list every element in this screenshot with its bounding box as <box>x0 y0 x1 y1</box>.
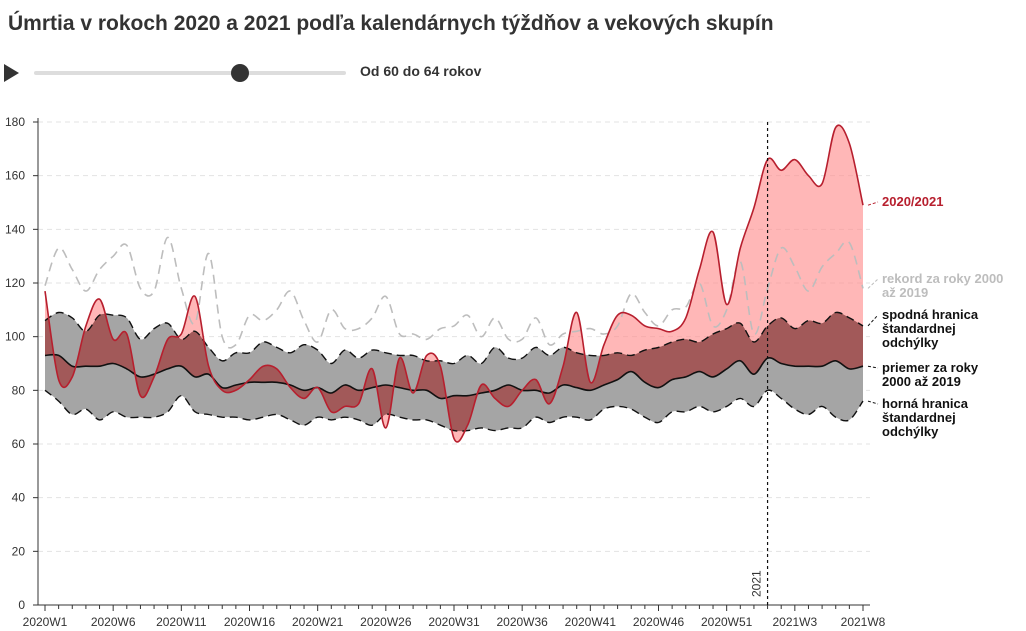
y-tick-label: 0 <box>18 598 25 612</box>
series-labels: 2020/2021 rekord za roky 2000 až 2019 spodn… <box>867 194 1003 439</box>
series-label-line: horná hranica <box>882 396 969 411</box>
series-label-line: štandardnej <box>882 410 956 425</box>
series-label-line: štandardnej <box>882 321 956 336</box>
x-tick-label: 2020W26 <box>360 615 412 629</box>
slider-handle[interactable] <box>230 64 249 82</box>
label-connector <box>867 365 879 369</box>
mean-line <box>44 353 864 400</box>
y-tick-label: 100 <box>5 330 25 344</box>
x-tick-label: 2020W36 <box>496 615 548 629</box>
x-tick-label: 2020W11 <box>156 615 207 629</box>
series-label: priemer za roky 2000 až 2019 <box>882 360 979 389</box>
record-line <box>44 236 864 349</box>
y-axis: 0 20 40 60 80 100 120 140 160 180 <box>5 115 39 612</box>
excess-band-overlap-area <box>45 312 863 432</box>
x-tick-label: 2020W16 <box>224 615 276 629</box>
y-tick-label: 140 <box>5 222 25 236</box>
series-label-line: priemer za roky <box>882 360 979 375</box>
current-year-line <box>44 124 864 443</box>
overlap-group <box>45 312 863 432</box>
series-label-line: 2000 až 2019 <box>882 374 961 389</box>
y-tick-label: 40 <box>12 491 26 505</box>
x-tick-label: 2020W51 <box>701 615 753 629</box>
series-label: horná hranica štandardnej odchýlky <box>882 396 969 439</box>
play-icon[interactable] <box>4 64 19 82</box>
x-tick-label: 2020W21 <box>292 615 344 629</box>
x-tick-label: 2020W6 <box>91 615 136 629</box>
series-label-line: až 2019 <box>882 285 928 300</box>
y-tick-label: 180 <box>5 115 25 129</box>
standard-deviation-band <box>45 312 863 432</box>
series-label-line: odchýlky <box>882 335 939 350</box>
x-tick-label: 2021W3 <box>772 615 817 629</box>
y-tick-label: 20 <box>12 544 26 558</box>
plot-layers: 2021 <box>44 122 864 605</box>
x-tick-label: 2020W41 <box>565 615 617 629</box>
y-tick-label: 160 <box>5 169 25 183</box>
x-tick-label: 2020W1 <box>23 615 68 629</box>
age-group-label: Od 60 do 64 rokov <box>360 63 482 79</box>
x-axis: 2020W1 2020W6 2020W11 2020W16 2020W21 2020W26… <box>23 604 886 629</box>
series-label-line: odchýlky <box>882 424 939 439</box>
series-label: spodná hranica štandardnej odchýlky <box>882 307 979 350</box>
label-connector <box>867 278 879 289</box>
year-marker-label: 2021 <box>750 570 764 597</box>
playback-controls: Od 60 do 64 rokov <box>0 58 1026 88</box>
y-tick-label: 60 <box>12 437 26 451</box>
x-tick-label: 2020W31 <box>428 615 480 629</box>
series-label-line: rekord za roky 2000 <box>882 271 1003 286</box>
upper-sd-line <box>44 311 864 365</box>
lower-sd-line <box>44 389 864 432</box>
chart-title: Úmrtia v rokoch 2020 a 2021 podľa kalend… <box>8 12 774 35</box>
series-label-line: 2020/2021 <box>882 194 943 209</box>
series-label: rekord za roky 2000 až 2019 <box>882 271 1003 300</box>
series-label-line: spodná hranica <box>882 307 979 322</box>
y-tick-label: 80 <box>12 383 26 397</box>
x-tick-label: 2020W46 <box>633 615 685 629</box>
series-label: 2020/2021 <box>882 194 943 209</box>
label-connector <box>867 400 879 405</box>
label-connector <box>867 201 879 206</box>
y-tick-label: 120 <box>5 276 25 290</box>
label-connector <box>867 314 879 327</box>
x-tick-label: 2021W8 <box>841 615 886 629</box>
age-group-slider[interactable] <box>34 71 346 75</box>
